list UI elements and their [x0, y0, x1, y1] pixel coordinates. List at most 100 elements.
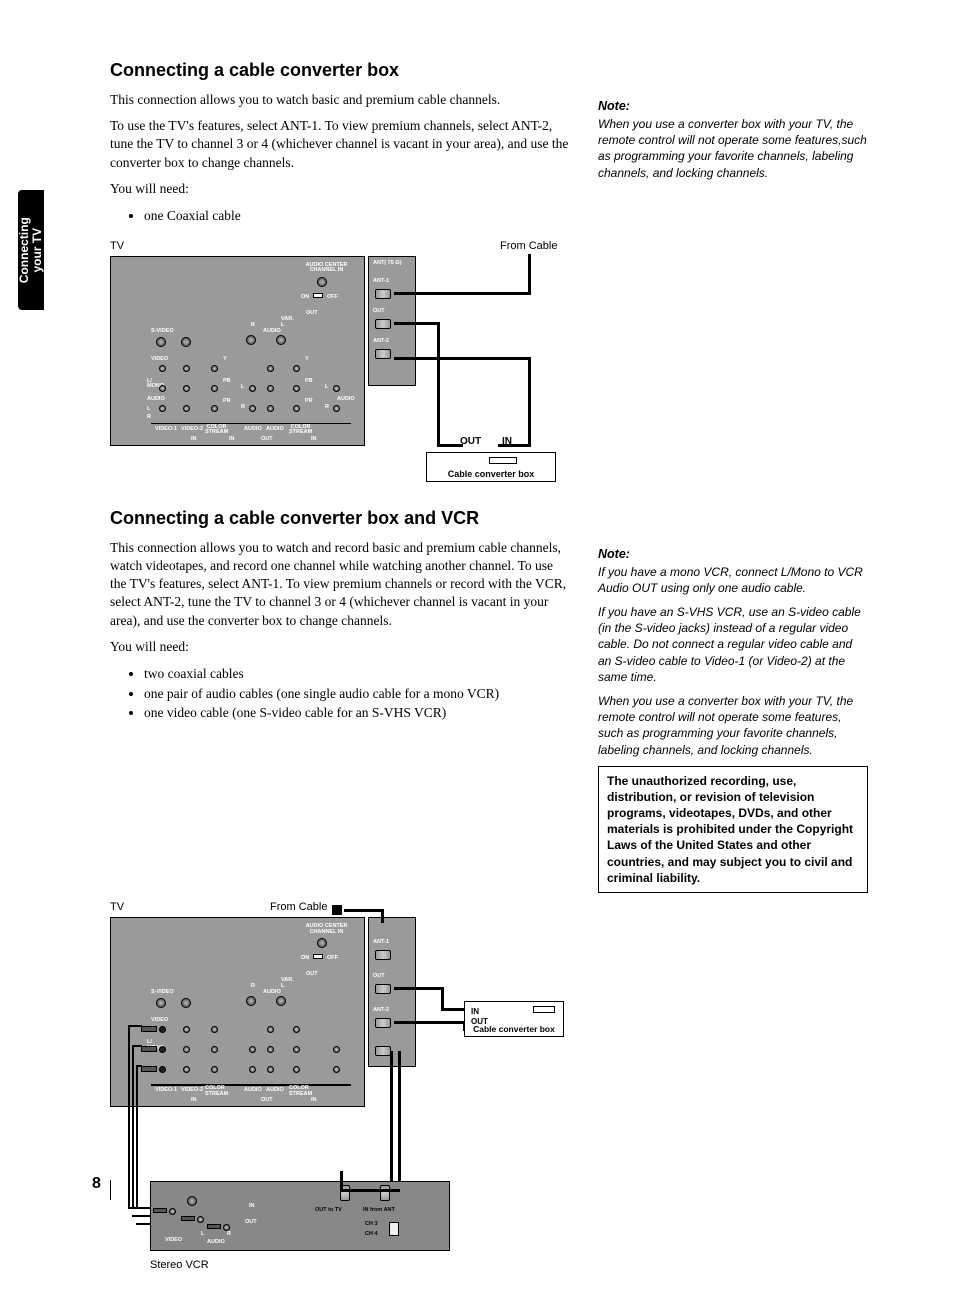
jb5 — [267, 405, 274, 412]
tv-label: TV — [110, 240, 124, 252]
vcr-aLplug — [181, 1216, 195, 1221]
jb6b — [293, 1066, 300, 1073]
lbl-svideo: S-VIDEO — [151, 329, 174, 335]
tv-back-panel: AUDIO CENTERCHANNEL IN ON OFF OUT S-VIDE… — [110, 256, 365, 446]
lbl-on: ON — [301, 295, 309, 301]
lbl-out-box: OUT — [460, 436, 481, 447]
section2-p1: This connection allows you to watch and … — [110, 539, 570, 630]
lbl-out5: OUT — [306, 972, 318, 978]
section2-sidebar: Note: If you have a mono VCR, connect L/… — [598, 539, 868, 893]
wo1 — [394, 987, 444, 990]
vcr-aL — [197, 1216, 204, 1223]
lbl-out3: OUT — [261, 437, 273, 443]
lbl-ant1b: ANT-1 — [373, 940, 389, 946]
av2 — [132, 1045, 134, 1207]
vcr-aRplug — [207, 1224, 221, 1229]
footer-divider — [110, 1180, 111, 1200]
videoplug — [141, 1026, 157, 1032]
list-item: one Coaxial cable — [144, 206, 570, 226]
jv2b — [183, 1026, 190, 1033]
sw2 — [313, 954, 323, 959]
section1-bullets: one Coaxial cable — [110, 206, 570, 226]
lbl-l3: L — [325, 385, 328, 391]
conv-label2: Cable converter box — [469, 1024, 559, 1034]
jack-audio-l — [276, 335, 286, 345]
lbl-audio3: AUDIO — [147, 397, 165, 403]
section2-bullets: two coaxial cables one pair of audio cab… — [110, 664, 570, 723]
vcr-outtv-lbl: OUT to TV — [315, 1208, 342, 1214]
w1 — [528, 254, 531, 294]
lbl-audio5: AUDIO — [244, 427, 262, 433]
vcr-aR — [223, 1224, 230, 1231]
lbl-in1: IN — [191, 437, 197, 443]
conv-slot2 — [533, 1006, 555, 1013]
lbl-lb: L — [281, 984, 284, 990]
tv-back-panel-2: AUDIO CENTERCHANNEL IN ON OFF OUT S-VIDE… — [110, 917, 365, 1107]
lbl-out3b: OUT — [261, 1098, 273, 1104]
lbl-r: R — [251, 323, 255, 329]
lbl-v2b: VIDEO-2 — [181, 1088, 203, 1094]
av3 — [136, 1065, 138, 1207]
wo3 — [441, 1008, 465, 1011]
jv4 — [267, 365, 274, 372]
divider — [151, 423, 351, 425]
vcr-ch3: CH 3 — [365, 1222, 378, 1228]
lbl-out6: OUT — [373, 974, 385, 980]
jb3 — [211, 405, 218, 412]
div2 — [151, 1084, 351, 1086]
jack-audio-center — [317, 277, 327, 287]
note2-1: If you have a mono VCR, connect L/Mono t… — [598, 564, 868, 596]
jv2 — [183, 365, 190, 372]
cable-end-icon — [332, 905, 342, 915]
jb1 — [159, 405, 166, 412]
lbl-ac2: AUDIO CENTERCHANNEL IN — [299, 924, 354, 935]
jb4 — [249, 405, 256, 412]
lbl-v2: VIDEO-2 — [181, 427, 203, 433]
diagram-2: TV From Cable AUDIO CENTERCHANNEL IN ON … — [110, 901, 570, 1281]
vcr-video-lbl: VIDEO — [165, 1238, 182, 1244]
vcr-audio-lbl: AUDIO — [207, 1240, 225, 1246]
audioplugL — [141, 1046, 157, 1052]
lbl-inbox2: IN — [471, 1007, 479, 1016]
lbl-a5b: AUDIO — [244, 1088, 262, 1094]
section2-p2: You will need: — [110, 638, 570, 656]
jv3 — [211, 365, 218, 372]
lbl-pb2: PB — [305, 379, 313, 385]
w5 — [528, 357, 531, 447]
conv-box-label: Cable converter box — [448, 469, 535, 479]
outc2 — [375, 984, 391, 994]
jb6 — [293, 405, 300, 412]
avh2 — [132, 1045, 142, 1047]
ja5b — [267, 1046, 274, 1053]
wa1 — [394, 1021, 466, 1024]
ja1b — [159, 1046, 166, 1053]
section1-columns: This connection allows you to watch basi… — [110, 91, 890, 232]
lbl-cs1: COLORSTREAM — [205, 425, 228, 436]
ja1 — [159, 385, 166, 392]
note-heading: Note: — [598, 99, 868, 113]
w8 — [437, 357, 440, 447]
side-tab: Connectingyour TV — [18, 190, 44, 310]
lbl-pb1: PB — [223, 379, 231, 385]
converter-box: Cable converter box — [426, 452, 556, 482]
jb5b — [267, 1066, 274, 1073]
section2-main: This connection allows you to watch and … — [110, 539, 570, 893]
extrac — [375, 1046, 391, 1056]
lbl-audio2: AUDIO — [263, 329, 281, 335]
lbl-r2: R — [147, 415, 151, 421]
jb2 — [183, 405, 190, 412]
wv1b — [398, 1051, 401, 1191]
converter-box-2: IN OUT Cable converter box — [464, 1001, 564, 1037]
vcr-inant — [380, 1185, 390, 1201]
ja6 — [293, 385, 300, 392]
lbl-y1: Y — [223, 357, 227, 363]
jsv2b — [181, 998, 191, 1008]
w2 — [394, 292, 531, 295]
jack-sv1 — [156, 337, 166, 347]
section1-p2: To use the TV's features, select ANT-1. … — [110, 117, 570, 172]
note2-2: If you have an S-VHS VCR, use an S-video… — [598, 604, 868, 685]
jv1 — [159, 365, 166, 372]
lbl-r3: R — [241, 405, 245, 411]
lbl-video: VIDEO — [151, 357, 168, 363]
ja7 — [333, 385, 340, 392]
